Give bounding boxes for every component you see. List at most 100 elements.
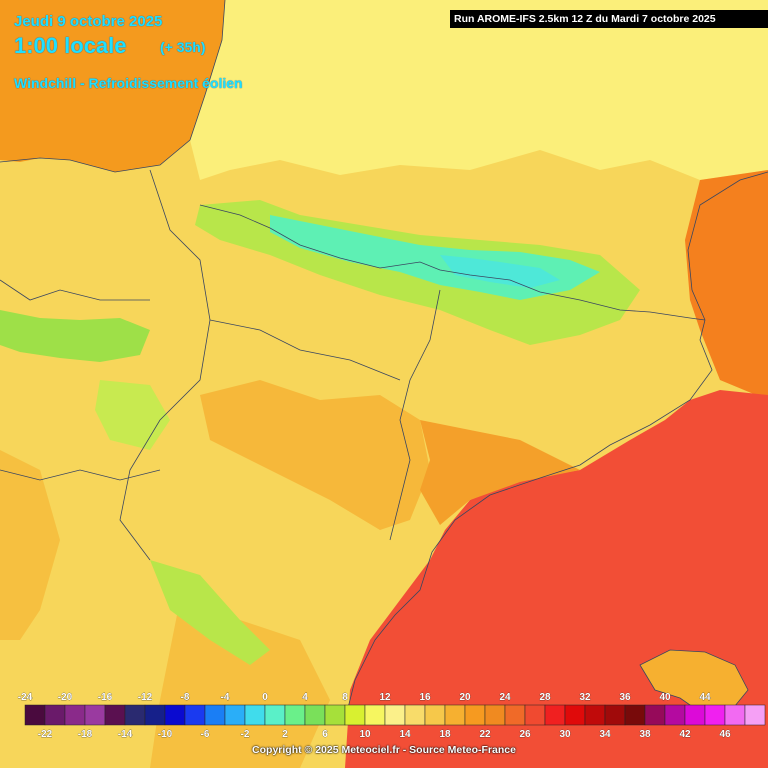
legend-lower-label: 38 (639, 729, 651, 740)
legend-lower-label: -6 (201, 729, 210, 740)
legend-swatch (364, 704, 386, 726)
legend-swatch (204, 704, 226, 726)
legend-swatch (644, 704, 666, 726)
legend-lower-label: 6 (322, 729, 328, 740)
legend-swatch (24, 704, 46, 726)
south-warm-zone (150, 600, 330, 768)
mallorca-outline (639, 649, 749, 713)
legend-upper-label: 4 (302, 692, 308, 703)
legend-swatch (604, 704, 626, 726)
legend-lower-label: 14 (399, 729, 411, 740)
borders (0, 0, 768, 721)
forecast-hour: 1:00 locale (14, 33, 127, 58)
mallorca (640, 650, 748, 712)
run-info-banner: Run AROME-IFS 2.5km 12 Z du Mardi 7 octo… (450, 10, 768, 28)
legend-swatch (664, 704, 686, 726)
legend-swatch (564, 704, 586, 726)
coastline-mediterranean (344, 319, 713, 721)
color-scale-legend: -24 -20 -16 -12 -8 -4 0 4 8 12 16 20 24 28 32 36 40 44-22… (18, 692, 766, 740)
legend-swatch (544, 704, 566, 726)
legend-upper-label: -12 (138, 692, 153, 703)
legend-upper-label: 12 (379, 692, 391, 703)
legend-swatch (744, 704, 766, 726)
legend-swatch (464, 704, 486, 726)
parameter-title: Windchill - Refroidissement éolien (14, 75, 243, 91)
legend-swatch (424, 704, 446, 726)
legend-upper-label: 44 (699, 692, 711, 703)
legend-swatch (524, 704, 546, 726)
legend-upper-label: 28 (539, 692, 551, 703)
legend-lower-label: -10 (158, 729, 173, 740)
gulf-of-lion (685, 170, 768, 400)
legend-swatch (484, 704, 506, 726)
atlantic-ocean (0, 0, 225, 172)
legend-swatch (84, 704, 106, 726)
cantabrian-green-band (0, 310, 150, 362)
legend-swatch (244, 704, 266, 726)
legend-swatch (584, 704, 606, 726)
border-france-spain (199, 204, 706, 321)
legend-lower-label: 18 (439, 729, 451, 740)
legend-upper-label: 40 (659, 692, 671, 703)
betic-green-patch (150, 560, 270, 665)
legend-upper-label: 16 (419, 692, 431, 703)
legend-upper-label: -20 (58, 692, 73, 703)
legend-swatch (284, 704, 306, 726)
legend-swatch (184, 704, 206, 726)
legend-swatch (264, 704, 286, 726)
legend-upper-label: -4 (221, 692, 230, 703)
pyrenees-cold-peaks (440, 255, 560, 288)
ebro-warm-zone (200, 380, 430, 530)
legend-upper-label: 8 (342, 692, 348, 703)
region-border-3 (0, 279, 150, 301)
legend-lower-label: 46 (719, 729, 731, 740)
iberian-green-patch (95, 380, 170, 450)
legend-swatch (224, 704, 246, 726)
legend-swatch (324, 704, 346, 726)
region-border-1 (119, 169, 211, 561)
legend-upper-label: 0 (262, 692, 268, 703)
coastline-gulf-of-lion (687, 171, 768, 321)
legend-swatch (104, 704, 126, 726)
legend-lower-label: 22 (479, 729, 491, 740)
coastal-warm-zone (420, 420, 580, 525)
region-border-4 (209, 319, 401, 381)
legend-swatch (384, 704, 406, 726)
legend-lower-label: -22 (38, 729, 53, 740)
legend-swatch (684, 704, 706, 726)
west-warm-zone (0, 450, 60, 640)
legend-swatch (304, 704, 326, 726)
forecast-lead-time: (+ 35h) (160, 39, 206, 55)
legend-swatch (504, 704, 526, 726)
legend-upper-label: -8 (181, 692, 190, 703)
legend-lower-label: 26 (519, 729, 531, 740)
legend-swatch (624, 704, 646, 726)
legend-swatch (44, 704, 66, 726)
legend-upper-label: -24 (18, 692, 33, 703)
legend-lower-label: 34 (599, 729, 611, 740)
legend-lower-label: 30 (559, 729, 571, 740)
legend-swatch (704, 704, 726, 726)
legend-lower-label: 10 (359, 729, 371, 740)
legend-lower-label: 2 (282, 729, 288, 740)
legend-lower-label: 42 (679, 729, 691, 740)
coastline-biscay (0, 0, 226, 173)
legend-upper-label: 20 (459, 692, 471, 703)
legend-swatch (64, 704, 86, 726)
legend-lower-label: -14 (118, 729, 133, 740)
france-north (190, 0, 768, 180)
legend-upper-label: 36 (619, 692, 631, 703)
legend-lower-label: -2 (241, 729, 250, 740)
legend-swatch (164, 704, 186, 726)
legend-swatch (724, 704, 746, 726)
legend-swatch (124, 704, 146, 726)
legend-swatch (404, 704, 426, 726)
region-border-5 (0, 469, 161, 481)
forecast-date: Jeudi 9 octobre 2025 (14, 13, 163, 30)
copyright-notice: Copyright © 2025 Meteociel.fr - Source M… (252, 744, 516, 756)
legend-upper-label: -16 (98, 692, 113, 703)
legend-swatch (144, 704, 166, 726)
legend-lower-label: -18 (78, 729, 93, 740)
legend-upper-label: 24 (499, 692, 511, 703)
